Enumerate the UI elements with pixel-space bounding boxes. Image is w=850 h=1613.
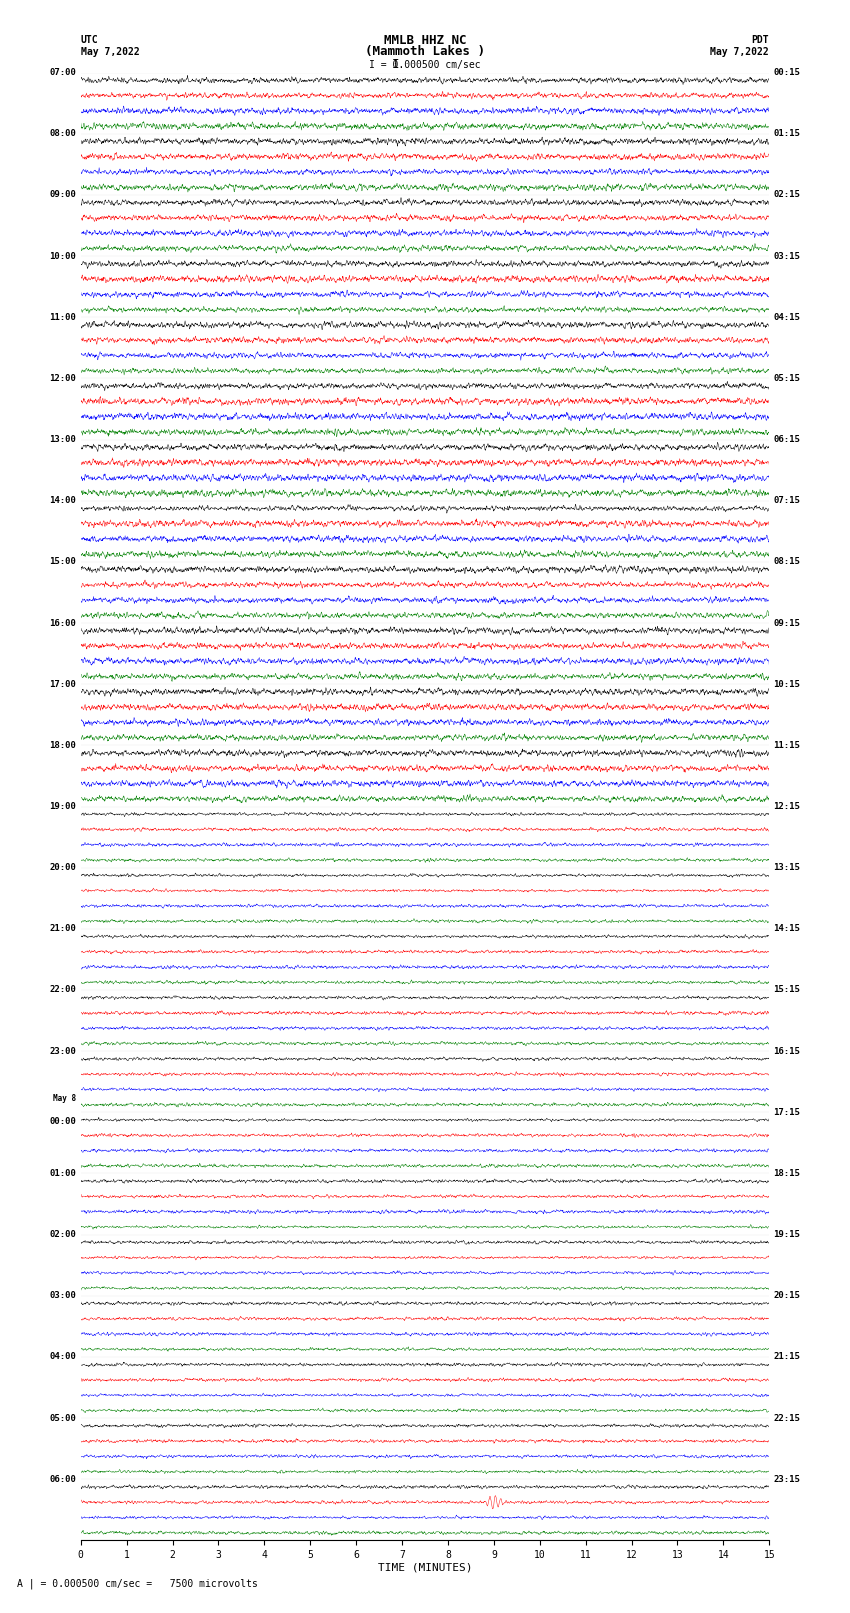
Text: 01:15: 01:15 (774, 129, 801, 139)
Text: 17:15: 17:15 (774, 1108, 801, 1116)
Text: 04:00: 04:00 (49, 1352, 76, 1361)
Text: 05:00: 05:00 (49, 1413, 76, 1423)
Text: 16:00: 16:00 (49, 618, 76, 627)
Text: A | = 0.000500 cm/sec =   7500 microvolts: A | = 0.000500 cm/sec = 7500 microvolts (17, 1579, 258, 1589)
Text: 13:15: 13:15 (774, 863, 801, 873)
Text: 23:15: 23:15 (774, 1474, 801, 1484)
Text: 07:15: 07:15 (774, 497, 801, 505)
Text: I: I (392, 58, 400, 71)
Text: 04:15: 04:15 (774, 313, 801, 321)
Text: 18:15: 18:15 (774, 1169, 801, 1177)
Text: 23:00: 23:00 (49, 1047, 76, 1055)
Text: 05:15: 05:15 (774, 374, 801, 382)
Text: 15:00: 15:00 (49, 558, 76, 566)
Text: 10:15: 10:15 (774, 679, 801, 689)
Text: 08:15: 08:15 (774, 558, 801, 566)
Text: 14:15: 14:15 (774, 924, 801, 934)
Text: 19:15: 19:15 (774, 1231, 801, 1239)
Text: 21:00: 21:00 (49, 924, 76, 934)
Text: MMLB HHZ NC: MMLB HHZ NC (383, 34, 467, 47)
Text: 09:00: 09:00 (49, 190, 76, 200)
Text: 14:00: 14:00 (49, 497, 76, 505)
Text: 07:00: 07:00 (49, 68, 76, 77)
Text: 18:00: 18:00 (49, 740, 76, 750)
Text: 02:00: 02:00 (49, 1231, 76, 1239)
Text: 22:15: 22:15 (774, 1413, 801, 1423)
Text: UTC: UTC (81, 35, 99, 45)
Text: May 8: May 8 (54, 1094, 76, 1103)
Text: PDT: PDT (751, 35, 769, 45)
Text: 12:15: 12:15 (774, 802, 801, 811)
Text: 03:00: 03:00 (49, 1292, 76, 1300)
Text: May 7,2022: May 7,2022 (81, 47, 139, 56)
X-axis label: TIME (MINUTES): TIME (MINUTES) (377, 1563, 473, 1573)
Text: 19:00: 19:00 (49, 802, 76, 811)
Text: 00:00: 00:00 (49, 1118, 76, 1126)
Text: May 7,2022: May 7,2022 (711, 47, 769, 56)
Text: 12:00: 12:00 (49, 374, 76, 382)
Text: 11:15: 11:15 (774, 740, 801, 750)
Text: 00:15: 00:15 (774, 68, 801, 77)
Text: I = 0.000500 cm/sec: I = 0.000500 cm/sec (369, 60, 481, 69)
Text: 03:15: 03:15 (774, 252, 801, 261)
Text: 06:00: 06:00 (49, 1474, 76, 1484)
Text: 08:00: 08:00 (49, 129, 76, 139)
Text: 20:00: 20:00 (49, 863, 76, 873)
Text: 01:00: 01:00 (49, 1169, 76, 1177)
Text: 22:00: 22:00 (49, 986, 76, 995)
Text: 20:15: 20:15 (774, 1292, 801, 1300)
Text: (Mammoth Lakes ): (Mammoth Lakes ) (365, 45, 485, 58)
Text: 06:15: 06:15 (774, 436, 801, 444)
Text: 17:00: 17:00 (49, 679, 76, 689)
Text: 15:15: 15:15 (774, 986, 801, 995)
Text: 13:00: 13:00 (49, 436, 76, 444)
Text: 10:00: 10:00 (49, 252, 76, 261)
Text: 21:15: 21:15 (774, 1352, 801, 1361)
Text: 11:00: 11:00 (49, 313, 76, 321)
Text: 16:15: 16:15 (774, 1047, 801, 1055)
Text: 09:15: 09:15 (774, 618, 801, 627)
Text: 02:15: 02:15 (774, 190, 801, 200)
